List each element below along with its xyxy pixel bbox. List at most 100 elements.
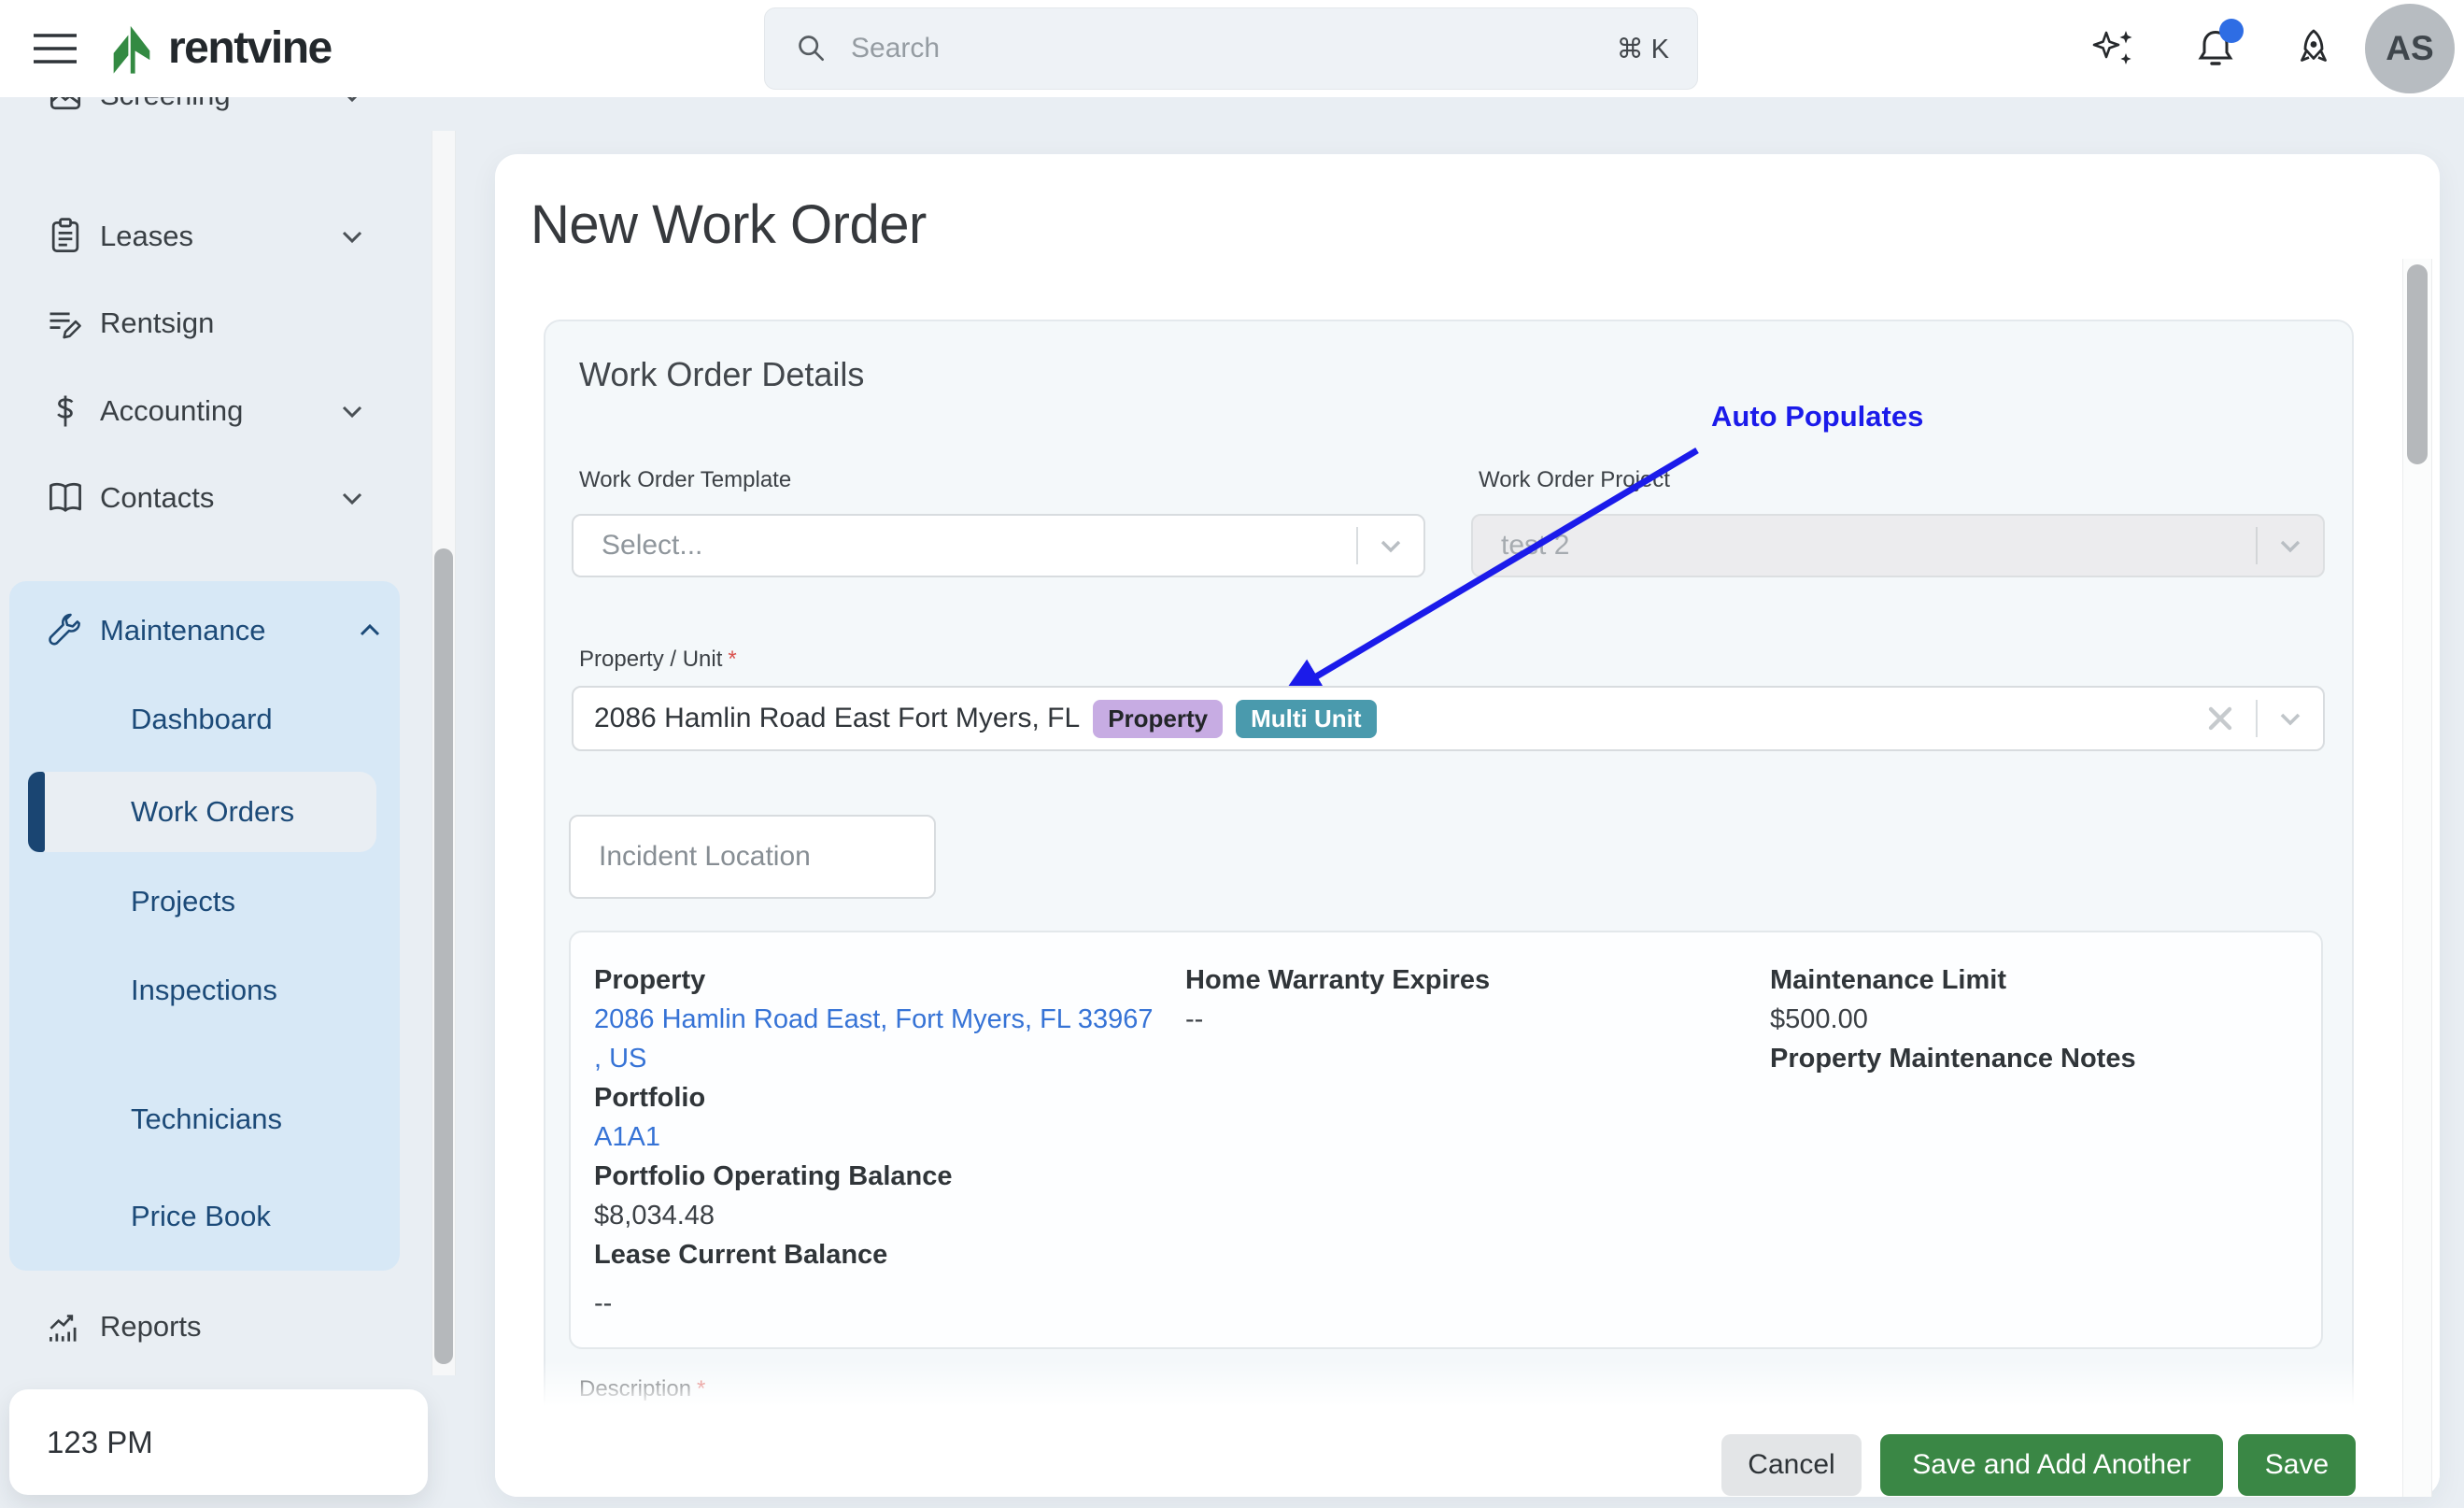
sidebar-item-maintenance[interactable]: Maintenance [9,601,400,661]
sidebar-item-work-orders-active[interactable]: Work Orders [28,772,376,852]
sidebar-item-label: Leases [100,220,193,252]
template-field-label: Work Order Template [579,467,792,492]
sidebar-item-label: Price Book [131,1200,271,1232]
search-icon [793,30,830,67]
hamburger-menu-icon[interactable] [32,28,78,69]
multi-unit-badge: Multi Unit [1236,699,1377,738]
sidebar-item-label: Screening [100,97,231,112]
sidebar-item-leases[interactable]: Leases [0,206,402,266]
global-search[interactable]: ⌘ K [764,7,1698,90]
info-label: Property Maintenance Notes [1770,1044,2136,1074]
select-divider [2256,700,2258,737]
sidebar-item-label: Technicians [131,1103,282,1135]
main-scrollbar-track[interactable] [2402,259,2432,1497]
required-asterisk: * [728,647,737,672]
info-label: Home Warranty Expires [1185,965,1491,995]
project-field-label: Work Order Project [1479,467,1670,492]
auto-populates-annotation: Auto Populates [1711,400,1924,433]
template-select[interactable]: Select... [572,514,1425,577]
property-unit-value: 2086 Hamlin Road East Fort Myers, FL [594,703,1081,733]
info-column-property: Property 2086 Hamlin Road East, Fort Mye… [594,960,1154,1323]
sidebar-item-label: Reports [100,1310,202,1343]
sparkles-icon[interactable] [2091,26,2136,71]
info-value: -- [594,1288,613,1318]
sidebar-item-reports[interactable]: Reports [0,1297,402,1357]
rentvine-logo-icon[interactable] [105,21,159,77]
info-label: Portfolio Operating Balance [594,1161,953,1191]
info-label: Lease Current Balance [594,1240,888,1270]
sidebar-scrollbar-thumb[interactable] [434,548,453,1364]
description-label: Description * [579,1376,706,1401]
chevron-up-icon [356,617,384,645]
info-value: $500.00 [1770,1004,1868,1034]
top-bar: rentvine ⌘ K AS [0,0,2464,97]
save-button[interactable]: Save [2238,1434,2356,1496]
section-title: Work Order Details [579,355,865,393]
property-address-link[interactable]: 2086 Hamlin Road East, Fort Myers, FL 33… [594,1004,1154,1074]
incident-location-input[interactable] [569,815,936,899]
sidebar-item-price-book[interactable]: Price Book [9,1187,400,1246]
time-label: 123 PM [47,1424,153,1459]
property-badge: Property [1093,699,1224,738]
work-order-details-panel: Work Order Details Work Order Template S… [544,320,2354,1478]
chevron-down-icon [338,222,366,250]
sidebar-item-contacts[interactable]: Contacts [0,468,402,528]
chevron-down-icon [338,397,366,425]
required-asterisk: * [697,1376,706,1401]
info-column-limits: Maintenance Limit $500.00 Property Maint… [1770,960,2293,1078]
bell-icon[interactable] [2193,19,2244,71]
sidebar-item-label: Dashboard [131,703,273,735]
search-input[interactable] [851,33,1617,64]
property-info-panel: Property 2086 Hamlin Road East, Fort Mye… [569,931,2323,1349]
wrench-icon [45,610,86,651]
sidebar-item-label: Accounting [100,394,244,427]
info-value: -- [1185,1004,1204,1034]
sidebar-item-projects[interactable]: Projects [9,872,400,932]
sidebar-group-maintenance: Maintenance Dashboard Work Orders Projec… [9,581,400,1271]
project-select-value: test 2 [1501,530,1570,561]
project-select-disabled: test 2 [1471,514,2325,577]
reports-icon [45,1306,86,1347]
sidebar-item-screening[interactable]: Screening [0,97,402,125]
contacts-icon [45,477,86,519]
avatar-initials: AS [2386,29,2434,67]
sidebar-item-rentsign[interactable]: Rentsign [0,293,402,353]
property-unit-field[interactable]: 2086 Hamlin Road East Fort Myers, FL Pro… [572,686,2325,751]
chevron-down-icon[interactable] [2274,703,2306,734]
chevron-down-icon[interactable] [1375,530,1407,562]
select-divider [1356,527,1358,564]
main-scrollbar-thumb[interactable] [2407,264,2428,464]
cancel-button[interactable]: Cancel [1721,1434,1862,1496]
sidebar-item-label: Maintenance [100,614,266,647]
save-and-add-another-button[interactable]: Save and Add Another [1880,1434,2223,1496]
avatar[interactable]: AS [2365,4,2455,93]
rocket-icon[interactable] [2291,26,2336,71]
info-value: $8,034.48 [594,1201,715,1231]
template-select-value: Select... [602,530,703,561]
sidebar-item-technicians[interactable]: Technicians [9,1089,400,1149]
screening-icon [45,97,86,116]
clear-x-icon[interactable] [2205,704,2235,733]
sidebar-item-inspections[interactable]: Inspections [9,960,400,1020]
info-label: Property [594,965,706,995]
portfolio-link[interactable]: A1A1 [594,1122,660,1152]
sidebar-item-label: Contacts [100,481,215,514]
chevron-down-icon [338,97,366,109]
main-content-card: New Work Order Work Order Details Work O… [495,154,2440,1497]
sidebar-item-label: Work Orders [131,795,295,828]
select-divider [2256,527,2258,564]
info-label: Portfolio [594,1083,706,1113]
chevron-down-icon [338,484,366,512]
sidebar-footer-time: 123 PM [9,1389,428,1495]
leases-icon [45,216,86,257]
sidebar-item-label: Rentsign [100,306,215,339]
sidebar-item-accounting[interactable]: Accounting [0,381,402,441]
info-column-warranty: Home Warranty Expires -- [1185,960,1671,1039]
sidebar-item-label: Projects [131,885,235,918]
sidebar-item-label: Inspections [131,974,277,1006]
sidebar-item-dashboard[interactable]: Dashboard [9,690,400,749]
notification-dot [2219,19,2244,43]
page-title: New Work Order [531,194,927,255]
brand-wordmark[interactable]: rentvine [168,23,333,73]
info-label: Maintenance Limit [1770,965,2006,995]
